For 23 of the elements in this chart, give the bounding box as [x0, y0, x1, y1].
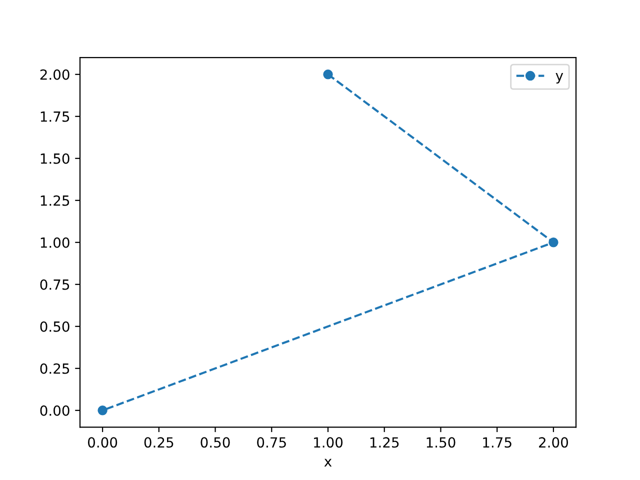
y-tick-label: 0.25 [40, 363, 70, 374]
y-tick-label: 1.00 [40, 237, 70, 248]
point [548, 238, 558, 248]
x-axis-title: x [324, 458, 332, 466]
point [98, 406, 108, 416]
x-tick-label: 1.50 [426, 437, 456, 448]
legend-label: y [556, 73, 564, 84]
y-tick-label: 0.50 [40, 321, 70, 332]
x-tick-label: 0.00 [88, 437, 118, 448]
y-tick-label: 1.50 [40, 153, 70, 164]
point [323, 70, 333, 80]
y-tick-label: 1.75 [40, 112, 70, 122]
y-tick-label: 2.00 [40, 69, 70, 80]
x-tick-label: 0.50 [200, 437, 230, 448]
y-tick-label: 0.75 [40, 279, 70, 290]
x-tick-label: 1.00 [314, 437, 343, 448]
x-tick-label: 0.75 [257, 437, 286, 448]
y-tick-label: 0.00 [40, 405, 70, 416]
x-tick-label: 1.75 [483, 437, 512, 448]
x-tick-label: 2.00 [539, 437, 568, 448]
x-tick-label: 1.25 [370, 437, 399, 448]
x-tick-label: 0.25 [144, 437, 174, 448]
y-tick-label: 1.25 [40, 195, 70, 206]
